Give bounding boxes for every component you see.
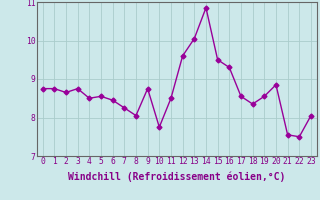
X-axis label: Windchill (Refroidissement éolien,°C): Windchill (Refroidissement éolien,°C) [68, 172, 285, 182]
